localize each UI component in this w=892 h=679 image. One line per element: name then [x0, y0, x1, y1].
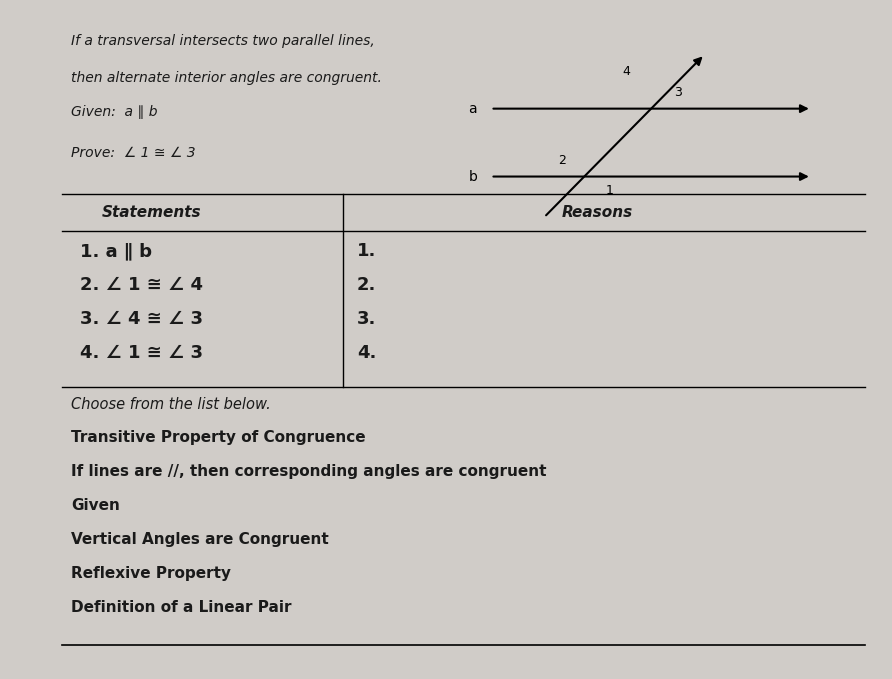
Text: Given:  a ∥ b: Given: a ∥ b	[71, 105, 158, 120]
Text: 3.: 3.	[357, 310, 376, 328]
Text: Vertical Angles are Congruent: Vertical Angles are Congruent	[71, 532, 329, 547]
Text: Statements: Statements	[102, 204, 202, 220]
Text: 1. a ∥ b: 1. a ∥ b	[80, 242, 153, 260]
Text: 2. ∠ 1 ≅ ∠ 4: 2. ∠ 1 ≅ ∠ 4	[80, 276, 203, 294]
Text: If a transversal intersects two parallel lines,: If a transversal intersects two parallel…	[71, 34, 376, 48]
Text: Given: Given	[71, 498, 120, 513]
Text: 3: 3	[674, 86, 681, 99]
Text: a: a	[468, 102, 477, 115]
Text: b: b	[468, 170, 477, 183]
Text: 2: 2	[558, 154, 566, 167]
Text: Reasons: Reasons	[562, 204, 633, 220]
Text: 4.: 4.	[357, 344, 376, 362]
Text: Prove:  ∠ 1 ≅ ∠ 3: Prove: ∠ 1 ≅ ∠ 3	[71, 146, 196, 160]
Text: Reflexive Property: Reflexive Property	[71, 566, 231, 581]
Text: 4: 4	[623, 65, 630, 77]
Text: 1: 1	[606, 183, 613, 196]
Text: Definition of a Linear Pair: Definition of a Linear Pair	[71, 600, 292, 615]
Text: Choose from the list below.: Choose from the list below.	[71, 397, 271, 412]
Text: Transitive Property of Congruence: Transitive Property of Congruence	[71, 430, 366, 445]
Text: 1.: 1.	[357, 242, 376, 260]
Text: 3. ∠ 4 ≅ ∠ 3: 3. ∠ 4 ≅ ∠ 3	[80, 310, 203, 328]
Text: If lines are //, then corresponding angles are congruent: If lines are //, then corresponding angl…	[71, 464, 547, 479]
Text: 4. ∠ 1 ≅ ∠ 3: 4. ∠ 1 ≅ ∠ 3	[80, 344, 203, 362]
Text: then alternate interior angles are congruent.: then alternate interior angles are congr…	[71, 71, 383, 86]
Text: 2.: 2.	[357, 276, 376, 294]
